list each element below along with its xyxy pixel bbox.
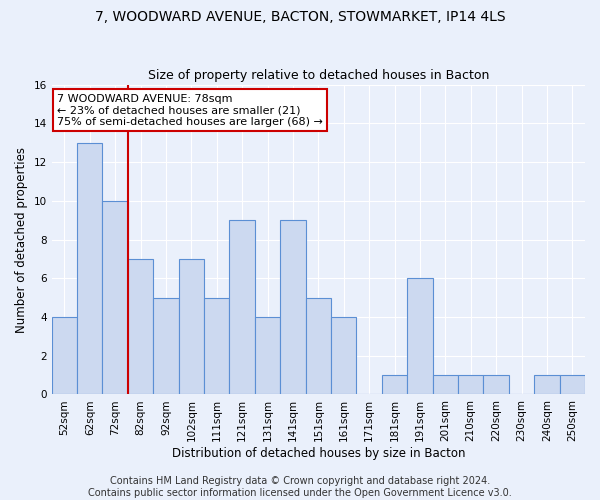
Bar <box>179 259 204 394</box>
Bar <box>331 317 356 394</box>
Bar <box>128 259 153 394</box>
X-axis label: Distribution of detached houses by size in Bacton: Distribution of detached houses by size … <box>172 447 465 460</box>
Text: 7 WOODWARD AVENUE: 78sqm
← 23% of detached houses are smaller (21)
75% of semi-d: 7 WOODWARD AVENUE: 78sqm ← 23% of detach… <box>57 94 323 127</box>
Bar <box>229 220 255 394</box>
Bar <box>280 220 305 394</box>
Text: 7, WOODWARD AVENUE, BACTON, STOWMARKET, IP14 4LS: 7, WOODWARD AVENUE, BACTON, STOWMARKET, … <box>95 10 505 24</box>
Bar <box>305 298 331 394</box>
Bar <box>103 201 128 394</box>
Bar <box>534 375 560 394</box>
Bar <box>382 375 407 394</box>
Bar <box>153 298 179 394</box>
Bar <box>484 375 509 394</box>
Bar <box>52 317 77 394</box>
Text: Contains HM Land Registry data © Crown copyright and database right 2024.
Contai: Contains HM Land Registry data © Crown c… <box>88 476 512 498</box>
Title: Size of property relative to detached houses in Bacton: Size of property relative to detached ho… <box>148 69 489 82</box>
Bar <box>433 375 458 394</box>
Bar <box>560 375 585 394</box>
Bar <box>255 317 280 394</box>
Bar <box>77 142 103 394</box>
Bar <box>458 375 484 394</box>
Bar <box>204 298 229 394</box>
Bar <box>407 278 433 394</box>
Y-axis label: Number of detached properties: Number of detached properties <box>15 146 28 332</box>
